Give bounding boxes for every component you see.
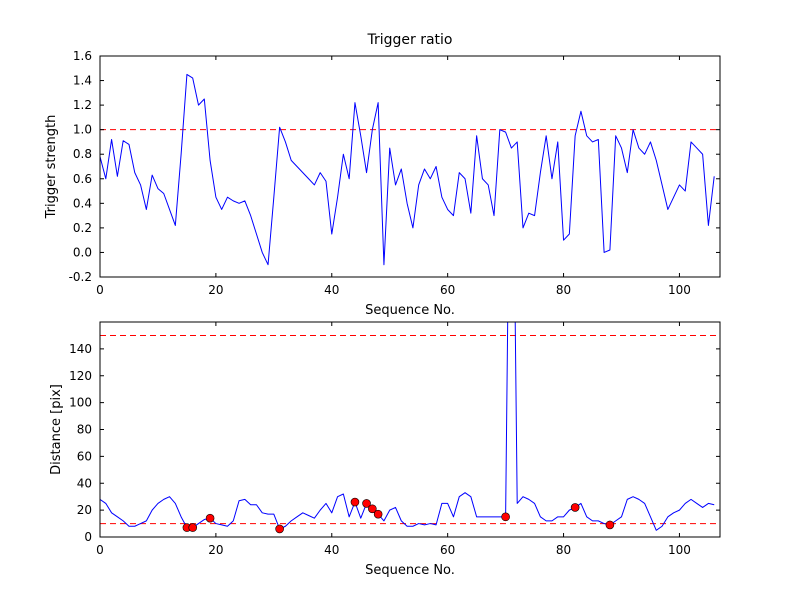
top-plot-xlabel: Sequence No. (365, 303, 455, 318)
bottom-plot: 0 20 40 60 80 100 0 20 40 60 80 100 120 140 Sequence N… (49, 321, 721, 578)
bottom-plot-x-tick-label: 100 (668, 543, 691, 557)
top-plot-y-tick-label: 0.2 (73, 221, 92, 235)
bottom-plot-line-distance (100, 322, 715, 531)
bottom-plot-y-tick-label: 20 (77, 503, 92, 517)
bottom-plot-marker-8 (501, 512, 510, 522)
top-plot-y-tick-label: 0.8 (73, 147, 92, 161)
top-plot: 0 20 40 60 80 100 -0.2 0.0 0.2 0.4 0.6 0.8 1.0 1.2 1.4… (44, 32, 721, 318)
bottom-plot-x-ticks: 0 20 40 60 80 100 (96, 322, 691, 557)
bottom-plot-x-tick-label: 80 (556, 543, 571, 557)
bottom-plot-y-tick-label: 100 (69, 396, 92, 410)
top-plot-axes-frame (99, 55, 721, 278)
top-plot-y-tick-label: -0.2 (69, 270, 92, 284)
top-plot-y-tick-label: 1.6 (73, 49, 92, 63)
bottom-plot-axes-frame (99, 321, 721, 538)
top-plot-x-ticks: 0 20 40 60 80 100 (96, 56, 691, 297)
top-plot-x-tick-label: 60 (440, 283, 455, 297)
bottom-plot-y-tick-label: 60 (77, 449, 92, 463)
top-plot-ylabel: Trigger strength (44, 115, 59, 220)
bottom-plot-y-tick-label: 0 (84, 530, 92, 544)
bottom-plot-y-tick-label: 40 (77, 476, 92, 490)
bottom-plot-y-tick-label: 120 (69, 369, 92, 383)
top-plot-title: Trigger ratio (366, 32, 452, 48)
bottom-plot-marker-10 (605, 520, 615, 530)
top-plot-x-tick-label: 0 (96, 283, 104, 297)
top-plot-x-tick-label: 100 (668, 283, 691, 297)
top-plot-data-area (100, 73, 720, 266)
bottom-plot-y-tick-label: 80 (77, 423, 92, 437)
bottom-plot-x-tick-label: 40 (324, 543, 339, 557)
top-plot-y-tick-label: 1.4 (73, 74, 92, 88)
bottom-plot-marker-1 (188, 523, 198, 532)
bottom-plot-y-ticks: 0 20 40 60 80 100 120 140 (69, 342, 720, 544)
top-plot-y-tick-label: 0.6 (73, 172, 92, 186)
top-plot-y-tick-label: 1.0 (73, 123, 92, 137)
top-plot-y-tick-label: 0.4 (73, 196, 92, 210)
bottom-plot-y-tick-label: 140 (69, 342, 92, 356)
bottom-plot-xlabel: Sequence No. (365, 563, 455, 578)
bottom-plot-x-tick-label: 0 (96, 543, 104, 557)
top-plot-y-tick-label: 1.2 (73, 98, 92, 112)
bottom-plot-marker-5 (362, 499, 371, 508)
bottom-plot-x-tick-label: 60 (440, 543, 455, 557)
top-plot-x-tick-label: 40 (324, 283, 339, 297)
bottom-plot-marker-9 (570, 503, 580, 512)
bottom-plot-data-area (100, 322, 720, 534)
bottom-plot-marker-7 (373, 509, 383, 519)
bottom-plot-marker-6 (368, 504, 377, 514)
bottom-plot-x-tick-label: 20 (208, 543, 223, 557)
bottom-plot-marker-3 (275, 524, 284, 534)
bottom-plot-marker-2 (205, 513, 215, 523)
bottom-plot-marker-4 (350, 497, 360, 507)
top-plot-y-tick-label: 0.0 (73, 245, 92, 259)
top-plot-x-tick-label: 80 (556, 283, 571, 297)
top-plot-line-trigger-strength (100, 73, 715, 266)
top-plot-y-ticks: -0.2 0.0 0.2 0.4 0.6 0.8 1.0 1.2 1.4 1.6 (69, 49, 720, 284)
top-plot-x-tick-label: 20 (208, 283, 223, 297)
bottom-plot-ylabel: Distance [pix] (49, 384, 64, 475)
